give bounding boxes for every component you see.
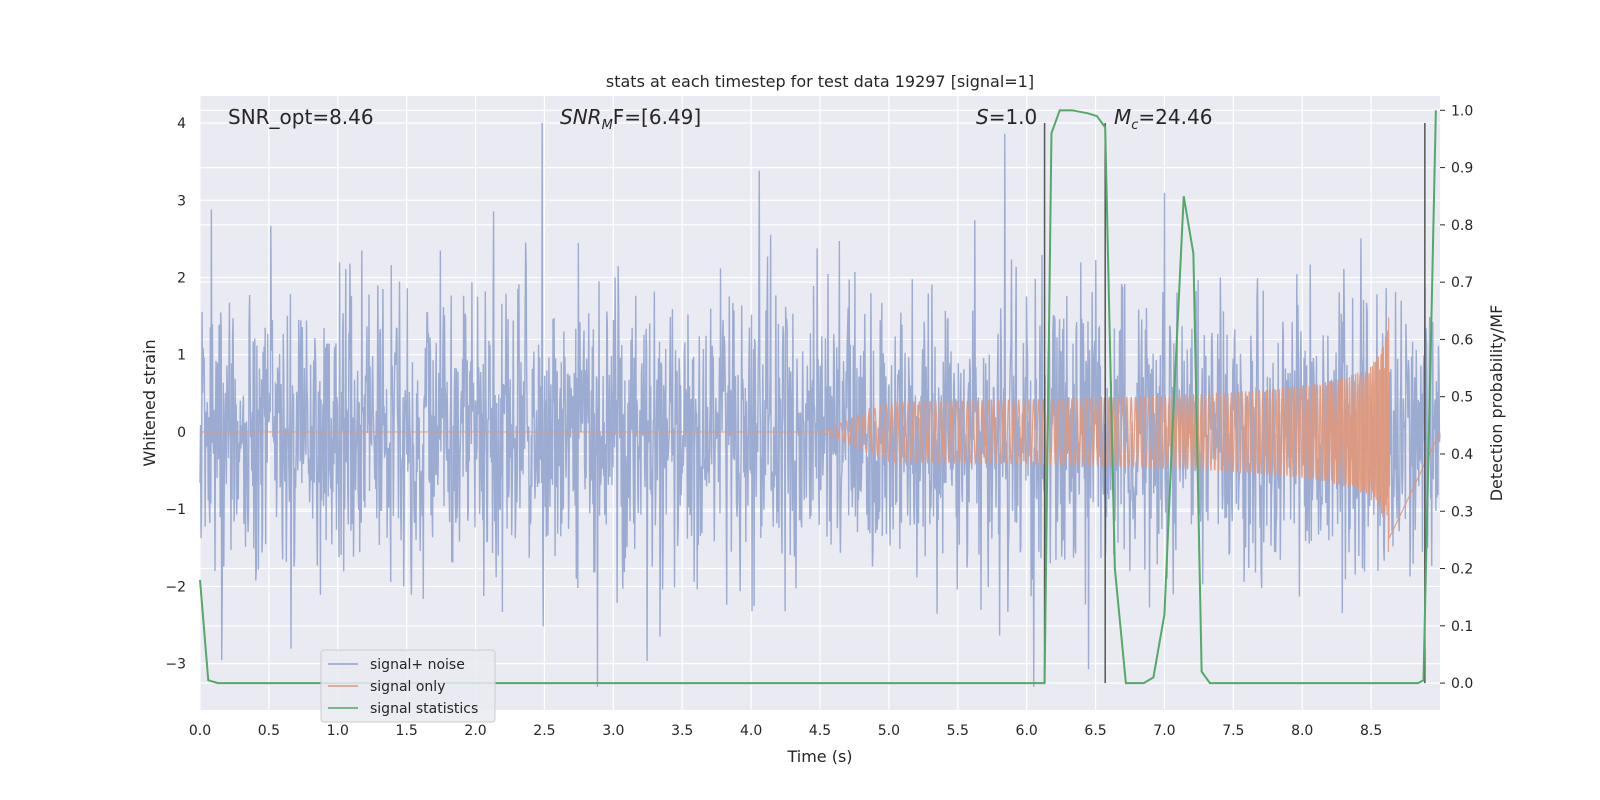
series-signal-only (200, 317, 1441, 552)
x-tick-label: 6.0 (1016, 723, 1038, 739)
chart-title: stats at each timestep for test data 192… (606, 72, 1034, 91)
x-tick-label: 1.5 (396, 723, 418, 739)
annotation-snr-opt: SNR_opt=8.46 (228, 105, 374, 129)
x-axis-label: Time (s) (786, 747, 852, 766)
x-tick-label: 4.5 (809, 723, 831, 739)
signal-statistics-line (199, 109, 1437, 685)
x-tick-label: 8.0 (1291, 723, 1313, 739)
x-tick-label: 1.0 (327, 723, 349, 739)
y2-tick-label: 0.7 (1451, 275, 1473, 291)
x-tick-label: 5.5 (947, 723, 969, 739)
y-tick-label: 3 (177, 193, 186, 209)
annotation-mc: Mc=24.46 (1114, 105, 1212, 133)
x-tick-label: 8.5 (1360, 723, 1382, 739)
legend: signal+ noise signal only signal statist… (320, 649, 496, 723)
legend-label-signal-statistics: signal statistics (370, 701, 478, 717)
signal-only-line (200, 317, 1441, 552)
x-tick-label: 5.0 (878, 723, 900, 739)
y2-tick-label: 0.5 (1451, 390, 1473, 406)
y-tick-label: 4 (177, 116, 186, 132)
series-signal-statistics (199, 109, 1437, 685)
x-tick-label: 3.0 (602, 723, 624, 739)
y2-tick-label: 0.1 (1451, 619, 1473, 635)
y2-axis-ticks: 1.0 0.9 0.8 0.7 0.6 0.5 0.4 0.3 0.2 0.1 0.0 (1440, 103, 1473, 692)
x-tick-label: 3.5 (671, 723, 693, 739)
legend-box (320, 649, 496, 723)
y2-tick-label: 0.9 (1451, 161, 1473, 177)
x-tick-label: 7.0 (1153, 723, 1175, 739)
y2-tick-label: 1.0 (1451, 103, 1473, 119)
y2-tick-label: 0.4 (1451, 447, 1473, 463)
x-tick-label: 7.5 (1222, 723, 1244, 739)
y2-tick-label: 0.8 (1451, 218, 1473, 234)
legend-label-signal-only: signal only (370, 679, 445, 695)
series-signal-plus-noise (199, 123, 1441, 687)
y-tick-label: −1 (165, 502, 186, 518)
y2-axis-label: Detection probability/MF (1487, 305, 1506, 502)
y-tick-label: 1 (177, 348, 186, 364)
y2-tick-label: 0.0 (1451, 676, 1473, 692)
x-tick-label: 0.0 (189, 723, 211, 739)
x-tick-label: 2.0 (464, 723, 486, 739)
y2-tick-label: 0.2 (1451, 562, 1473, 578)
x-tick-label: 2.5 (533, 723, 555, 739)
y-tick-label: 0 (177, 425, 186, 441)
x-axis-ticks: 0.0 0.5 1.0 1.5 2.0 2.5 3.0 3.5 4.0 4.5 5.0 5.5 6.0 6… (189, 723, 1382, 739)
annotation-s: S=1.0 (976, 105, 1037, 129)
y-axis-ticks: 4 3 2 1 0 −1 −2 −3 (165, 116, 186, 673)
y2-tick-label: 0.6 (1451, 332, 1473, 348)
annotation-snr-mf: SNRMF=[6.49] (560, 105, 701, 133)
y-tick-label: 2 (177, 270, 186, 286)
x-tick-label: 0.5 (258, 723, 280, 739)
y-tick-label: −2 (165, 579, 186, 595)
y2-tick-label: 0.3 (1451, 504, 1473, 520)
x-tick-label: 6.5 (1084, 723, 1106, 739)
signal-plus-noise-line (199, 123, 1441, 687)
x-tick-label: 4.0 (740, 723, 762, 739)
legend-label-signal-plus-noise: signal+ noise (370, 657, 465, 673)
y-tick-label: −3 (165, 657, 186, 673)
y-axis-label: Whitened strain (140, 339, 159, 466)
